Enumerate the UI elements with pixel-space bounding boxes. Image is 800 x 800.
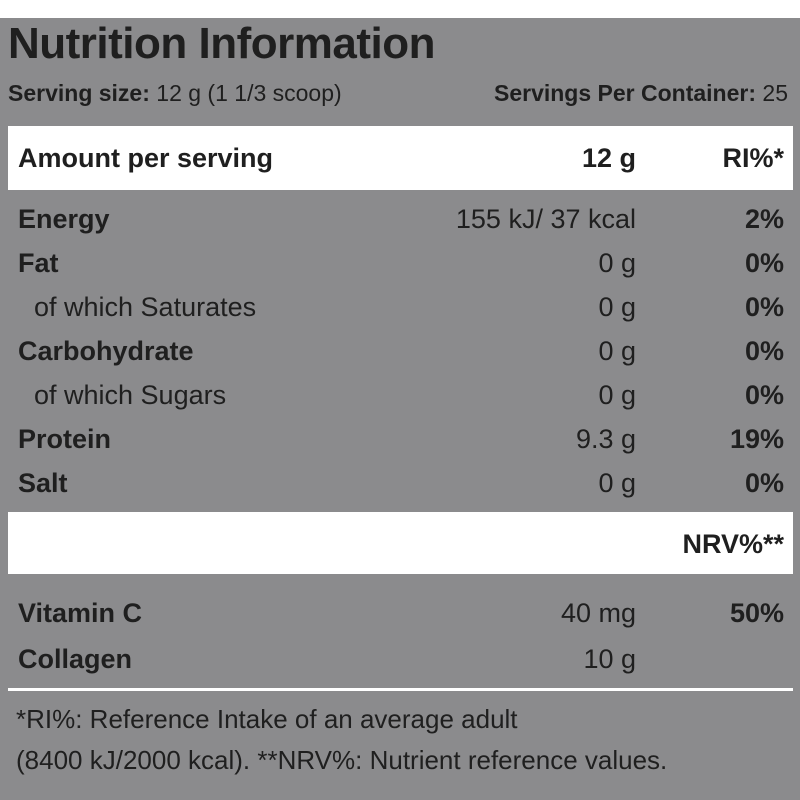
table-row: Collagen 10 g [0, 639, 800, 679]
nutrient-amount: 9.3 g [575, 424, 636, 454]
servings-per-container: Servings Per Container: 25 [494, 82, 788, 105]
nutrient-amount: 0 g [598, 468, 636, 498]
nutrient-amount: 10 g [583, 644, 636, 674]
servings-per-container-value: 25 [762, 80, 788, 106]
table-row: Protein 9.3 g 19% [0, 419, 800, 459]
nutrient-name: Collagen [18, 644, 133, 674]
amount-per-serving-label: Amount per serving [18, 143, 274, 173]
table-row: Salt 0 g 0% [0, 463, 800, 503]
nutrient-amount: 0 g [598, 292, 636, 322]
nutrient-name: Energy [18, 204, 110, 234]
nutrient-name: of which Saturates [34, 292, 257, 322]
nutrient-name: Vitamin C [18, 598, 143, 628]
nutrient-amount: 155 kJ/ 37 kcal [455, 204, 636, 234]
nutrient-name: Fat [18, 248, 59, 278]
footnote-line: *RI%: Reference Intake of an average adu… [16, 704, 518, 734]
nutrient-ri: 0% [744, 468, 784, 498]
table-row: Fat 0 g 0% [0, 243, 800, 283]
serving-amount: 12 g [581, 143, 636, 173]
nrv-header: NRV%** [682, 529, 784, 559]
serving-size-label: Serving size: [8, 80, 150, 106]
ri-header: RI%* [722, 143, 784, 173]
serving-size-value: 12 g (1 1/3 scoop) [156, 80, 342, 106]
nutrient-amount: 0 g [598, 380, 636, 410]
footnote-line: (8400 kJ/2000 kcal). **NRV%: Nutrient re… [16, 745, 668, 775]
nutrient-ri: 2% [744, 204, 784, 234]
table-row: of which Saturates 0 g 0% [0, 287, 800, 327]
footnote-divider [8, 688, 793, 691]
table-header-row: Amount per serving 12 g RI%* [0, 138, 800, 178]
nutrient-name: Salt [18, 468, 68, 498]
serving-info: Serving size: 12 g (1 1/3 scoop) Serving… [8, 82, 788, 105]
table-row: Energy 155 kJ/ 37 kcal 2% [0, 199, 800, 239]
nutrient-name: Carbohydrate [18, 336, 194, 366]
nutrient-ri: 0% [744, 336, 784, 366]
nutrient-amount: 0 g [598, 336, 636, 366]
nutrient-nrv: 50% [729, 598, 784, 628]
table-row: of which Sugars 0 g 0% [0, 375, 800, 415]
nutrient-amount: 40 mg [560, 598, 636, 628]
nutrient-name: of which Sugars [34, 380, 227, 410]
nutrient-ri: 0% [744, 292, 784, 322]
header-band [8, 126, 793, 190]
nutrient-name: Protein [18, 424, 112, 454]
page-title: Nutrition Information [8, 19, 436, 68]
nrv-band [8, 512, 793, 574]
table-row: Vitamin C 40 mg 50% [0, 593, 800, 633]
servings-per-container-label: Servings Per Container: [493, 80, 757, 106]
nutrient-ri: 0% [744, 248, 784, 278]
nutrient-ri: 19% [729, 424, 784, 454]
nutrient-ri: 0% [744, 380, 784, 410]
nrv-header-row: NRV%** [0, 524, 800, 564]
table-row: Carbohydrate 0 g 0% [0, 331, 800, 371]
nutrient-amount: 0 g [598, 248, 636, 278]
